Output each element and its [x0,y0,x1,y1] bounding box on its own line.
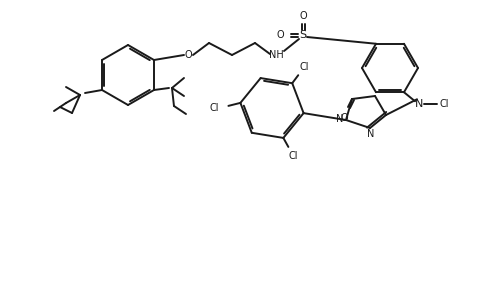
Text: S: S [300,30,306,40]
Text: O: O [184,50,192,60]
Text: N: N [367,129,375,139]
Text: Cl: Cl [300,62,309,72]
Text: Cl: Cl [210,103,219,113]
Text: Cl: Cl [288,151,298,161]
Text: N: N [336,114,344,124]
Text: N: N [415,99,423,109]
Text: NH: NH [269,50,283,60]
Text: Cl: Cl [439,99,449,109]
Text: O: O [299,11,307,21]
Text: O: O [276,30,284,40]
Text: O: O [340,113,348,123]
